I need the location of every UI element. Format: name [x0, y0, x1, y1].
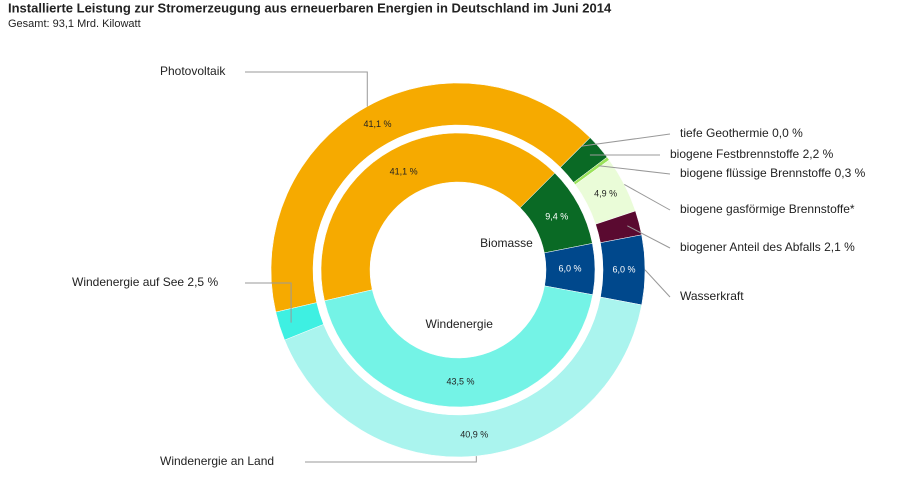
category-label: Windenergie — [426, 317, 494, 331]
category-name: biogene flüssige Brennstoffe — [680, 166, 832, 180]
value-label: 40,9 % — [460, 430, 488, 440]
leader-line — [245, 72, 367, 106]
value-label: 0,3 % — [835, 166, 866, 180]
category-name: biogene gasförmige Brennstoffe* — [680, 202, 855, 216]
category-name: biogener Anteil des Abfalls — [680, 240, 821, 254]
category-name: Windenergie an Land — [160, 454, 274, 468]
category-label: Biomasse — [480, 236, 533, 250]
value-label: 43,5 % — [447, 376, 475, 386]
category-label: biogene flüssige Brennstoffe 0,3 % — [680, 166, 866, 180]
category-label: biogene Festbrennstoffe 2,2 % — [670, 147, 834, 161]
category-label: biogener Anteil des Abfalls 2,1 % — [680, 240, 855, 254]
category-name: biogene Festbrennstoffe — [670, 147, 800, 161]
value-label: 2,5 % — [187, 275, 218, 289]
value-label: 9,4 % — [545, 212, 568, 222]
chart-title: Installierte Leistung zur Stromerzeugung… — [8, 0, 612, 15]
category-label: Windenergie auf See 2,5 % — [72, 275, 218, 289]
category-name: Photovoltaik — [160, 64, 226, 78]
value-label: 41,1 % — [363, 119, 391, 129]
category-label: Windenergie an Land — [160, 454, 274, 468]
leader-line — [645, 270, 670, 297]
value-label: 0,0 % — [772, 126, 803, 140]
category-name: Wasserkraft — [680, 289, 744, 303]
value-label: 6,0 % — [612, 264, 635, 274]
category-label: tiefe Geothermie 0,0 % — [680, 126, 803, 140]
value-label: 41,1 % — [390, 166, 418, 176]
leader-line — [582, 134, 670, 146]
category-name: tiefe Geothermie — [680, 126, 769, 140]
value-label: 2,1 % — [824, 240, 855, 254]
value-label: 2,2 % — [803, 147, 834, 161]
category-label: biogene gasförmige Brennstoffe* — [680, 202, 855, 216]
category-label: Wasserkraft — [680, 289, 744, 303]
value-label: 6,0 % — [558, 264, 581, 274]
chart-subtitle: Gesamt: 93,1 Mrd. Kilowatt — [8, 18, 141, 30]
category-name: Windenergie auf See — [72, 275, 184, 289]
category-label: Photovoltaik — [160, 64, 226, 78]
value-label: 4,9 % — [594, 188, 617, 198]
